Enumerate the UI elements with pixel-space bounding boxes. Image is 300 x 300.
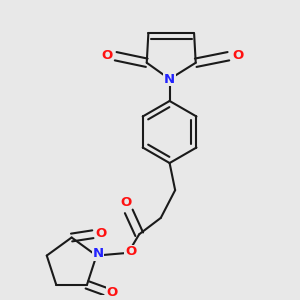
Text: O: O [95,227,106,240]
Text: N: N [92,248,104,260]
Text: O: O [125,245,136,258]
Text: O: O [106,286,118,299]
Text: O: O [101,49,112,62]
Text: O: O [232,49,243,62]
Text: N: N [164,73,175,85]
Text: O: O [120,196,131,209]
